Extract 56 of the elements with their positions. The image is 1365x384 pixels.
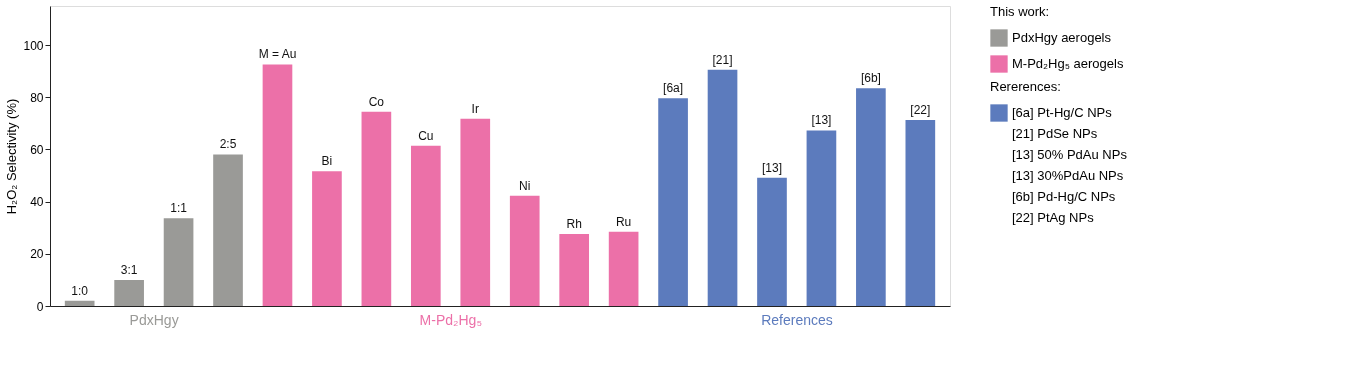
bar [509, 195, 540, 306]
x-tick-label: Bi [321, 154, 333, 169]
x-tick-label: 1:1 [170, 201, 188, 216]
y-tick-label: 100 [23, 38, 44, 53]
bar [559, 234, 590, 306]
x-tick-label: Ru [615, 214, 632, 229]
text: [21] PdSe NPs [1012, 126, 1098, 141]
bar [262, 64, 293, 306]
x-tick-label: [21] [712, 52, 733, 67]
bar [64, 300, 95, 306]
x-tick-label: Rh [566, 217, 582, 231]
y-tick-label: 60 [30, 142, 44, 157]
bar [163, 218, 194, 306]
legend-label: M-Pd₂Hg₅ aerogels [1012, 56, 1124, 71]
x-tick-label: Cu [418, 128, 434, 143]
bar [114, 279, 144, 306]
text: [13] 50% PdAu NPs [1012, 147, 1128, 162]
bar [361, 111, 392, 306]
bar [460, 118, 491, 306]
bar [608, 231, 639, 306]
bar [905, 120, 936, 306]
y-tick-label: 0 [36, 299, 44, 314]
x-tick-label: 3:1 [120, 262, 138, 277]
text: References [761, 312, 833, 328]
x-tick-label: [22] [910, 103, 931, 117]
bar [806, 130, 837, 306]
x-tick-label: M = Au [258, 47, 297, 62]
x-tick-label: [13] [761, 160, 782, 175]
y-tick-label: 40 [30, 195, 44, 210]
legend-label: PdxHgy aerogels [1012, 30, 1112, 45]
text: M-Pd₂Hg₅ [419, 312, 483, 328]
bar [312, 171, 342, 306]
x-tick-label: Ni [519, 178, 531, 193]
bar [213, 154, 243, 306]
x-tick-label: [6a] [663, 81, 684, 96]
text: [22] PtAg NPs [1012, 210, 1095, 225]
bar [410, 145, 441, 306]
x-tick-label: 2:5 [219, 137, 237, 152]
x-tick-label: 1:0 [71, 283, 89, 298]
x-tick-label: Ir [471, 101, 479, 116]
legend-title: This work: [990, 4, 1050, 19]
y-tick-label: 80 [30, 90, 44, 105]
x-tick-label: [13] [811, 113, 832, 128]
text: PdxHgy [129, 312, 179, 328]
text: [6a] Pt-Hg/C NPs [1012, 105, 1113, 120]
x-tick-label: Co [368, 94, 385, 109]
bar [757, 177, 787, 306]
y-tick-label: 20 [30, 247, 44, 262]
bar [856, 88, 886, 306]
bar [707, 69, 738, 306]
text: [6b] Pd-Hg/C NPs [1012, 189, 1116, 204]
x-tick-label: [6b] [860, 71, 881, 86]
bar [658, 98, 688, 306]
text: Rererences: [990, 79, 1061, 94]
y-axis-title: H₂O₂ Selectivity (%) [4, 98, 20, 215]
text: [13] 30%PdAu NPs [1012, 168, 1124, 183]
